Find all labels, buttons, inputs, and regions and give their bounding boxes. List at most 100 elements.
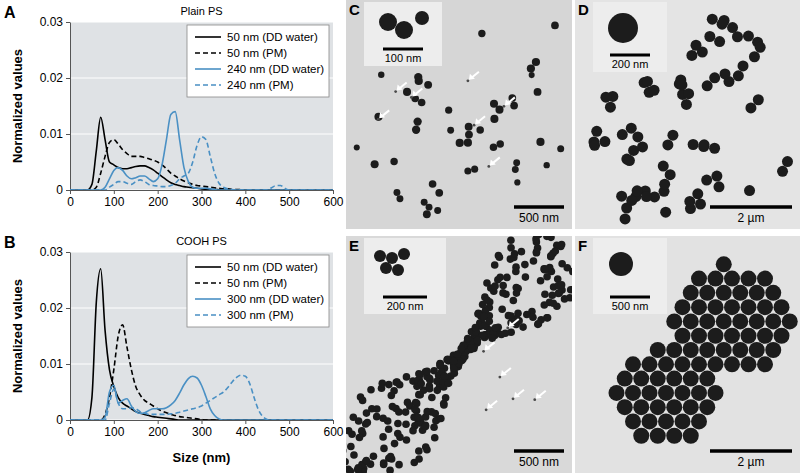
particle bbox=[358, 427, 366, 435]
y-tick-mark bbox=[66, 364, 70, 365]
particle bbox=[418, 99, 426, 107]
x-tick: 300 bbox=[192, 420, 212, 439]
plot-background bbox=[70, 22, 333, 190]
particle bbox=[436, 362, 444, 370]
legend-swatch bbox=[195, 266, 221, 268]
particle bbox=[675, 413, 691, 429]
particle bbox=[522, 273, 530, 281]
particle bbox=[533, 248, 541, 256]
particle bbox=[691, 328, 707, 344]
y-tick-mark bbox=[66, 420, 70, 421]
particle bbox=[675, 299, 691, 315]
particle bbox=[507, 236, 515, 244]
grid-line bbox=[70, 22, 333, 23]
y-tick-mark bbox=[66, 78, 70, 79]
scale-bar bbox=[710, 449, 792, 453]
particle bbox=[356, 434, 364, 442]
particle bbox=[385, 381, 393, 389]
particle bbox=[411, 405, 419, 413]
particle bbox=[716, 313, 732, 329]
particle bbox=[543, 236, 551, 240]
particle bbox=[659, 179, 670, 190]
grid-line bbox=[70, 252, 333, 253]
particle bbox=[426, 204, 433, 211]
particle bbox=[507, 244, 515, 252]
particle bbox=[529, 313, 537, 321]
particle bbox=[447, 127, 454, 134]
y-tick-label: 0.02 bbox=[40, 71, 64, 85]
particle bbox=[415, 447, 423, 455]
particle bbox=[363, 457, 371, 465]
particle bbox=[666, 371, 682, 387]
particle bbox=[492, 324, 500, 332]
particle bbox=[691, 385, 707, 401]
particle bbox=[506, 327, 509, 330]
legend-swatch bbox=[195, 298, 221, 300]
particle bbox=[423, 210, 431, 218]
x-tick-label: 500 bbox=[280, 195, 300, 209]
particle bbox=[532, 236, 540, 243]
particle bbox=[567, 286, 572, 294]
particle bbox=[364, 419, 372, 427]
particle bbox=[666, 399, 682, 415]
x-tick-label: 200 bbox=[148, 195, 168, 209]
particle bbox=[495, 106, 503, 114]
particle bbox=[617, 129, 628, 140]
particle bbox=[512, 268, 520, 276]
particle bbox=[724, 271, 740, 287]
particle bbox=[650, 342, 666, 358]
particle bbox=[708, 299, 724, 315]
particle bbox=[741, 271, 757, 287]
particle bbox=[415, 414, 423, 422]
y-tick-label: 0.03 bbox=[40, 15, 64, 29]
particle bbox=[483, 279, 491, 287]
x-tick-mark bbox=[202, 190, 203, 194]
particle bbox=[490, 115, 498, 123]
y-tick-mark bbox=[66, 134, 70, 135]
legend-box bbox=[187, 255, 329, 327]
particle bbox=[724, 356, 740, 372]
x-tick-mark bbox=[158, 190, 159, 194]
grid bbox=[70, 22, 333, 190]
particle bbox=[732, 285, 748, 301]
x-tick-label: 600 bbox=[323, 195, 343, 209]
scale-bar-backdrop bbox=[510, 199, 568, 227]
particle bbox=[498, 305, 506, 313]
particle bbox=[396, 195, 403, 202]
particle bbox=[380, 262, 392, 274]
particle bbox=[716, 256, 732, 272]
inset-scale-label: 200 nm bbox=[387, 300, 424, 312]
particle bbox=[675, 328, 691, 344]
particle bbox=[510, 297, 518, 305]
arrow-head bbox=[505, 99, 511, 105]
arrow-head bbox=[485, 344, 491, 350]
particle bbox=[499, 289, 507, 297]
x-tick: 500 bbox=[280, 420, 300, 439]
particle bbox=[495, 252, 503, 260]
particle bbox=[485, 408, 488, 411]
particle bbox=[683, 399, 699, 415]
particle bbox=[716, 342, 732, 358]
particle bbox=[658, 161, 669, 172]
particle bbox=[691, 299, 707, 315]
particle bbox=[757, 356, 773, 372]
particle bbox=[410, 96, 413, 99]
particle bbox=[346, 440, 347, 448]
particle bbox=[544, 162, 550, 168]
series-line bbox=[70, 112, 333, 190]
particle bbox=[683, 428, 699, 444]
particle bbox=[387, 453, 395, 461]
particle bbox=[429, 180, 437, 188]
particle bbox=[541, 265, 549, 273]
particle bbox=[633, 428, 649, 444]
particle bbox=[473, 124, 476, 127]
particle bbox=[699, 139, 710, 150]
particle bbox=[686, 50, 697, 61]
particle bbox=[402, 420, 410, 428]
y-tick: 0 bbox=[56, 413, 70, 427]
particle bbox=[642, 413, 658, 429]
x-tick-mark bbox=[333, 190, 334, 194]
particle bbox=[422, 423, 430, 431]
panel-label: C bbox=[349, 1, 360, 18]
particle bbox=[713, 181, 724, 192]
